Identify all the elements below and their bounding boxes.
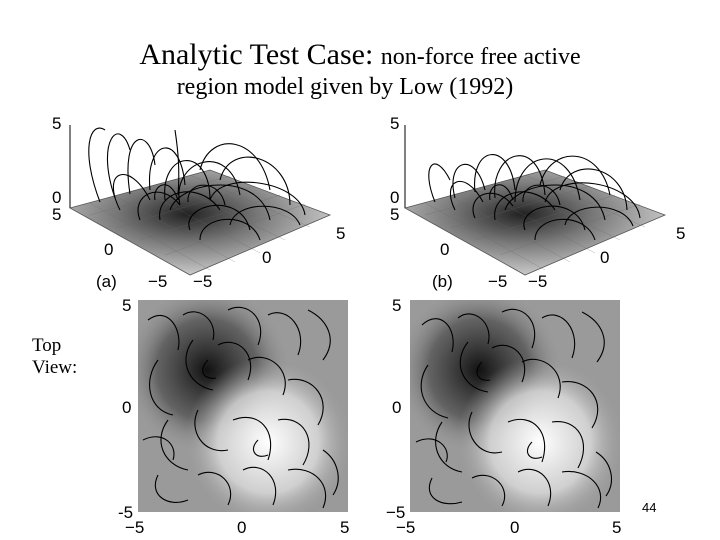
y-tick-mid-b: 0 [440,240,450,259]
bright-pole-b [410,300,620,512]
top-field-lines-a [142,306,339,509]
top-b-x-left: −5 [396,518,416,537]
z-tick-top-b: 5 [390,114,400,133]
top-field-lines-b [415,308,612,509]
x-tick-mid-b: 0 [600,248,610,267]
top-b-y-bot: −5 [386,503,406,522]
panel-3d-b [403,125,667,276]
z-tick-zero-b: 0 [390,188,400,207]
surface-a [68,169,332,276]
top-a-x-mid: 0 [237,518,247,537]
slide-subtitle: region model given by Low (1992) [176,74,514,100]
top-view-line1: Top [32,335,62,356]
y-tick-bot-b: −5 [488,272,508,291]
field-lines-b [428,154,641,241]
y-tick-mid-a: 0 [104,240,114,259]
title-main: Analytic Test Case: [139,38,374,71]
title-sub: non-force free active [380,44,581,70]
x-tick-left-b: −5 [528,272,548,291]
y-tick-top-b: 5 [390,205,400,224]
slide-title: Analytic Test Case: non-force free activ… [0,38,720,72]
page-number: 44 [642,500,657,515]
y-tick-bot-a: −5 [148,272,168,291]
bright-pole-a [138,300,348,512]
top-view-panel-a [138,300,348,512]
panel-label-b: (b) [432,272,453,291]
z-tick-zero-a: 0 [52,188,62,207]
top-a-x-left: −5 [125,518,145,537]
y-tick-top-a: 5 [52,205,62,224]
field-lines-a [88,127,306,241]
x-tick-right-b: 5 [676,224,686,243]
top-view-panel-b [410,300,620,512]
x-tick-left-a: −5 [193,272,213,291]
top-view-label: Top View: [32,335,77,379]
top-a-y-bot: -5 [118,503,134,522]
top-b-y-top: 5 [392,296,402,315]
top-b-x-right: 5 [612,518,622,537]
top-view-line2: View: [32,357,78,378]
top-a-y-mid: 0 [122,398,132,417]
top-a-y-top: 5 [122,296,132,315]
top-a-x-right: 5 [340,518,350,537]
top-b-x-mid: 0 [510,518,520,537]
x-tick-right-a: 5 [336,224,346,243]
panel-label-a: (a) [96,272,117,291]
z-tick-top-a: 5 [52,114,62,133]
panel-3d-a [68,125,332,276]
surface-b [403,169,667,276]
top-b-y-mid: 0 [392,398,402,417]
x-tick-mid-a: 0 [262,248,272,267]
